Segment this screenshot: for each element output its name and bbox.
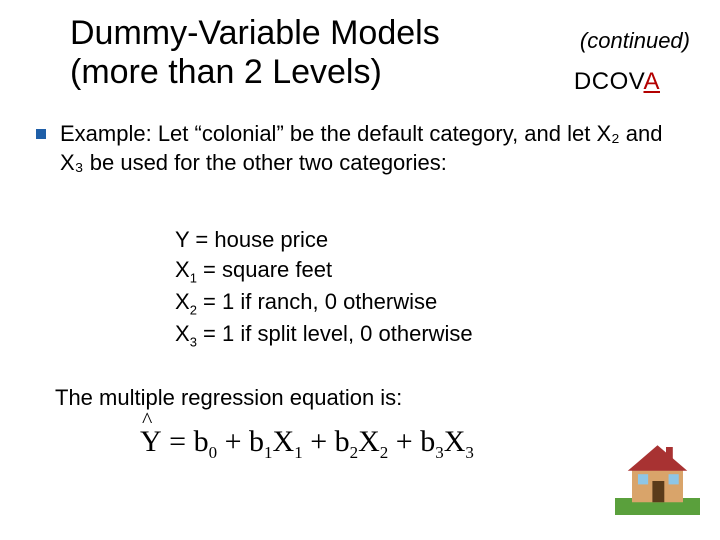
plus: + <box>388 425 420 458</box>
dcova-accent: A <box>643 68 660 95</box>
var-line: X2 = 1 if ranch, 0 otherwise <box>175 287 473 319</box>
var-sep: = <box>197 257 222 282</box>
dcova-label: DCOVA <box>574 68 660 96</box>
var-name: Y <box>175 227 189 252</box>
var-name: X <box>175 321 190 346</box>
slide: Dummy-Variable Models (more than 2 Level… <box>0 0 720 540</box>
var-sep: = <box>197 289 222 314</box>
term: b2X2 <box>335 425 389 458</box>
hat-symbol: ^ <box>142 407 152 433</box>
dcova-prefix: DCOV <box>574 68 644 95</box>
bullet-item: Example: Let “colonial” be the default c… <box>36 120 684 177</box>
title-line-2: (more than 2 Levels) <box>70 53 382 91</box>
term: b3X3 <box>420 425 474 458</box>
regression-equation: ^ Y = b0 + b1X1 + b2X2 + b3X3 <box>140 425 474 463</box>
var-desc: 1 if split level, 0 otherwise <box>222 321 473 346</box>
door-rect <box>652 481 664 502</box>
equation-caption: The multiple regression equation is: <box>55 385 402 411</box>
var-sub: 3 <box>190 334 197 349</box>
plus: + <box>217 425 249 458</box>
window-rect <box>638 474 648 484</box>
house-icon <box>615 430 700 515</box>
var-sub: 1 <box>190 270 197 285</box>
var-sep: = <box>197 321 222 346</box>
var-line: Y = house price <box>175 225 473 255</box>
equals-sign: = <box>162 425 194 458</box>
equation-lhs: ^ Y <box>140 425 162 459</box>
var-name: X <box>175 289 190 314</box>
var-desc: 1 if ranch, 0 otherwise <box>222 289 437 314</box>
window-rect <box>669 474 679 484</box>
var-sep: = <box>189 227 214 252</box>
var-line: X1 = square feet <box>175 255 473 287</box>
var-name: X <box>175 257 190 282</box>
term: b0 <box>194 425 218 458</box>
slide-title: Dummy-Variable Models (more than 2 Level… <box>70 14 500 92</box>
roof-poly <box>628 445 688 471</box>
var-sub: 2 <box>190 302 197 317</box>
term: b1X1 <box>249 425 303 458</box>
var-line: X3 = 1 if split level, 0 otherwise <box>175 319 473 351</box>
plus: + <box>303 425 335 458</box>
variable-definitions: Y = house price X1 = square feet X2 = 1 … <box>175 225 473 351</box>
chimney-rect <box>666 447 673 462</box>
bullet-text: Example: Let “colonial” be the default c… <box>60 120 684 177</box>
var-desc: square feet <box>222 257 332 282</box>
body-region: Example: Let “colonial” be the default c… <box>36 120 684 177</box>
var-desc: house price <box>214 227 328 252</box>
bullet-icon <box>36 129 46 139</box>
continued-label: (continued) <box>580 28 690 54</box>
title-line-1: Dummy-Variable Models <box>70 14 440 52</box>
